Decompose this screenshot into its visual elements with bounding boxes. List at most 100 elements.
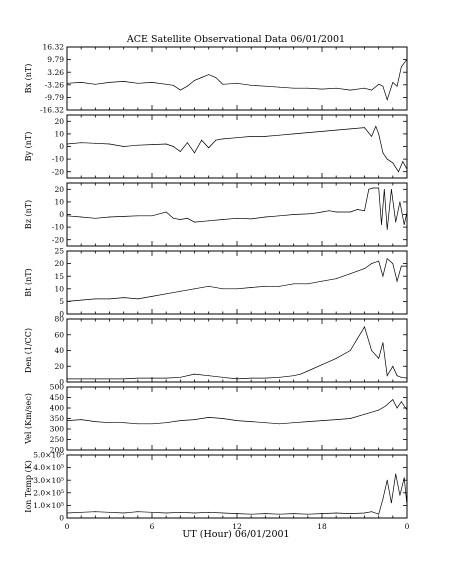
data-point [392, 365, 394, 367]
data-point [378, 187, 380, 189]
data-point [172, 84, 174, 86]
data-point [250, 421, 252, 422]
series-line-7 [66, 473, 408, 515]
data-point [137, 298, 139, 300]
chart-title: ACE Satellite Observational Data 06/01/2… [126, 34, 345, 45]
data-point [165, 293, 167, 295]
data-point [194, 221, 195, 223]
data-point [208, 375, 210, 377]
data-point [279, 86, 280, 88]
data-point [368, 188, 370, 190]
data-point [151, 144, 153, 146]
data-point [94, 217, 96, 219]
data-point [250, 513, 252, 515]
data-point [378, 409, 380, 411]
data-point [179, 89, 181, 91]
data-point [94, 83, 96, 85]
panel-2: 20 10 0 -10 -20 By (nT) [24, 114, 408, 179]
data-point [321, 280, 323, 282]
y-tick-label: 40 [54, 346, 64, 355]
data-point [123, 422, 125, 424]
y-tick-label: 10 [54, 198, 64, 207]
data-point [403, 477, 405, 479]
data-point [264, 377, 266, 379]
y-tick-label: 80 [54, 315, 64, 324]
x-axis-label: UT (Hour) 06/01/2001 [182, 529, 289, 540]
data-point [179, 219, 181, 220]
data-point [293, 214, 295, 215]
x-tick-label: 12 [232, 522, 242, 531]
data-point [364, 87, 365, 89]
data-point [321, 420, 323, 421]
data-point [406, 505, 408, 506]
panel-frame [66, 250, 408, 315]
data-point [396, 280, 398, 282]
data-point [165, 377, 167, 379]
data-point [293, 513, 295, 514]
data-point [385, 405, 387, 407]
data-point [307, 421, 309, 422]
data-point [187, 142, 188, 144]
panel-frame [66, 386, 408, 451]
data-point [151, 423, 153, 425]
data-point [307, 213, 309, 215]
data-point [399, 201, 401, 203]
data-point [400, 66, 402, 68]
data-point [321, 513, 323, 514]
data-point [264, 136, 266, 137]
data-point [80, 142, 82, 144]
y-axis-label: Bz (nT) [24, 200, 33, 229]
data-point [307, 87, 309, 89]
data-point [321, 211, 323, 213]
data-point [349, 211, 351, 213]
x-tick-label: 6 [150, 522, 155, 531]
series-line-6 [66, 399, 408, 425]
data-point [109, 82, 110, 83]
data-point [137, 144, 139, 146]
y-tick-label: 450 [50, 393, 65, 402]
data-point [371, 89, 372, 91]
data-point [151, 511, 153, 513]
data-point [109, 298, 110, 300]
data-point [386, 229, 388, 231]
data-point [386, 158, 388, 160]
data-point [123, 297, 125, 298]
y-tick-label: 200 [50, 446, 65, 455]
data-point [371, 263, 372, 264]
data-point [264, 513, 266, 514]
data-point [66, 215, 68, 217]
y-tick-label: -20 [52, 235, 64, 244]
chart-panels: 16.32 9.79 3.26 -3.26 -9.79 -16.32 Bx (nT) 20 10… [24, 43, 410, 531]
data-point [391, 188, 392, 190]
data-point [187, 85, 188, 87]
data-point [236, 378, 238, 380]
y-axis-label: Bx (nT) [24, 64, 33, 94]
y-tick-label: 5 [59, 297, 64, 306]
data-point [371, 136, 372, 137]
data-point [293, 375, 295, 377]
data-point [371, 350, 372, 351]
data-point [194, 288, 195, 290]
panel-frame [66, 454, 408, 519]
y-tick-label: 15 [54, 272, 64, 281]
data-point [222, 418, 224, 419]
panel-5: 80 60 40 20 0 Den (1/CC) [24, 315, 408, 387]
data-point [250, 218, 252, 220]
data-point [94, 421, 96, 422]
data-point [349, 350, 351, 351]
data-point [396, 375, 398, 377]
data-point [400, 401, 402, 403]
series-line-5 [67, 326, 408, 380]
data-point [381, 224, 382, 226]
data-point [386, 99, 388, 101]
data-point [194, 373, 195, 375]
panel-frame [66, 114, 408, 179]
data-point [382, 498, 384, 500]
data-point [378, 358, 380, 359]
y-tick-label: 5.0×10⁵ [33, 451, 64, 460]
data-point [396, 85, 398, 87]
data-point [378, 133, 380, 135]
data-point [382, 342, 384, 343]
y-tick-label: 350 [50, 414, 65, 423]
